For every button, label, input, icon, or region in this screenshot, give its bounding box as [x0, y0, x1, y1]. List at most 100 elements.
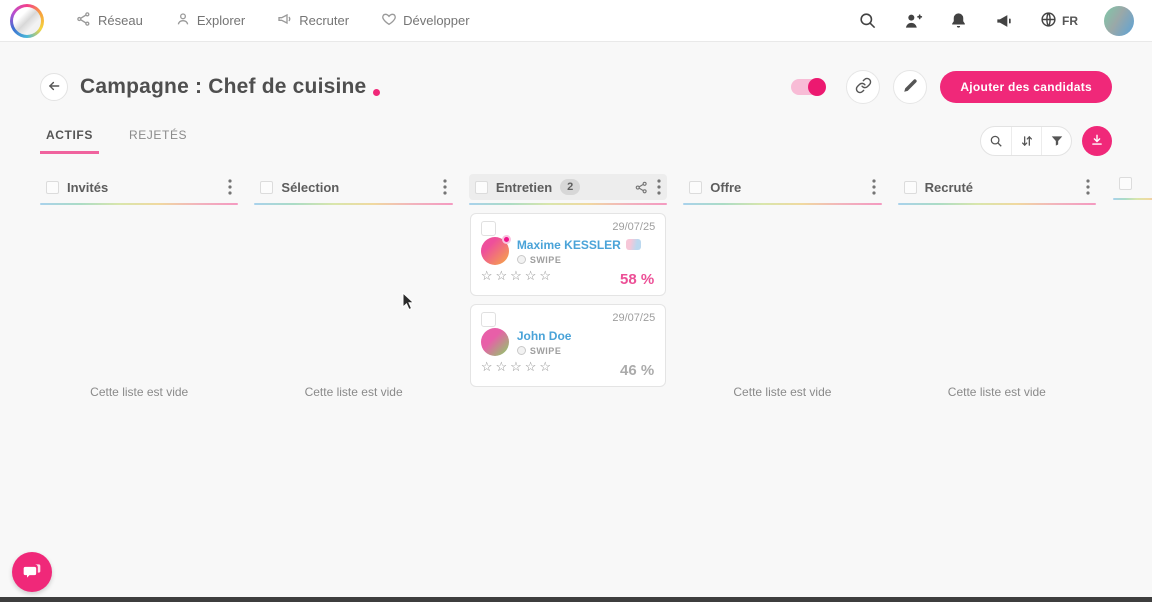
user-avatar[interactable]	[1104, 5, 1134, 36]
campaign-page: Campagne : Chef de cuisine Ajouter des c…	[0, 42, 1152, 399]
chat-widget-button[interactable]	[12, 552, 52, 592]
arrow-left-icon	[47, 79, 61, 96]
source-label: SWIPE	[529, 345, 562, 356]
column-title: Offre	[710, 179, 742, 195]
column-gradient-underline	[683, 203, 882, 205]
card-date: 29/07/25	[612, 221, 656, 233]
column-checkbox[interactable]	[689, 180, 703, 194]
star-rating[interactable]: ☆☆☆☆☆	[480, 359, 555, 374]
page-title: Campagne : Chef de cuisine	[80, 75, 367, 98]
column-checkbox[interactable]	[260, 180, 274, 194]
add-candidates-button[interactable]: Ajouter des candidats	[940, 71, 1112, 103]
candidate-name-link[interactable]: John Doe	[516, 328, 572, 343]
column-menu-icon[interactable]	[228, 179, 233, 195]
column-checkbox[interactable]	[1119, 177, 1132, 190]
heart-icon	[381, 11, 397, 30]
export-download-button[interactable]	[1082, 126, 1112, 156]
board-toolbar	[980, 126, 1072, 156]
column-gradient-underline	[468, 203, 668, 205]
topbar-actions: FR	[858, 5, 1134, 36]
sort-icon[interactable]	[1011, 127, 1041, 155]
tabs-row: ACTIFS REJETÉS	[40, 126, 1112, 156]
column-entretien: Entretien 2 29/0	[468, 174, 668, 399]
tab-actifs[interactable]: ACTIFS	[40, 128, 99, 154]
toggle-knob	[808, 78, 827, 96]
top-navigation-bar: Réseau Explorer Recruter Développer	[0, 0, 1152, 42]
candidate-card[interactable]: 29/07/25 John Doe SWIPE	[469, 304, 667, 387]
star-rating[interactable]: ☆☆☆☆☆	[480, 268, 555, 283]
column-menu-icon[interactable]	[1086, 179, 1090, 195]
column-header: Sélection	[254, 174, 452, 200]
nav-item-developper[interactable]: Développer	[381, 11, 470, 30]
column-menu-icon[interactable]	[657, 179, 661, 195]
announcement-megaphone-icon[interactable]	[994, 11, 1014, 31]
nav-item-reseau[interactable]: Réseau	[76, 11, 143, 30]
source-dot-icon	[516, 346, 526, 355]
share-nodes-icon[interactable]	[634, 180, 649, 195]
column-count-badge: 2	[560, 179, 581, 195]
nav-label: Développer	[403, 13, 470, 28]
status-dot-badge	[501, 235, 511, 244]
filter-icon[interactable]	[1041, 127, 1071, 155]
candidate-avatar[interactable]	[480, 328, 509, 356]
candidate-avatar[interactable]	[480, 235, 511, 265]
column-checkbox[interactable]	[46, 180, 59, 194]
tab-rejetes[interactable]: REJETÉS	[128, 128, 188, 142]
nav-item-explorer[interactable]: Explorer	[175, 11, 245, 30]
column-menu-icon[interactable]	[443, 179, 447, 195]
page-header: Campagne : Chef de cuisine Ajouter des c…	[40, 70, 1112, 104]
card-checkbox[interactable]	[480, 221, 496, 236]
back-button[interactable]	[40, 73, 68, 101]
column-checkbox[interactable]	[474, 180, 488, 194]
pencil-icon	[903, 78, 918, 96]
column-gradient-underline	[1113, 198, 1152, 200]
person-icon	[175, 11, 191, 30]
search-icon[interactable]	[858, 11, 877, 30]
globe-icon	[1040, 11, 1057, 31]
board-tools	[980, 126, 1112, 156]
nav-label: Recruter	[299, 13, 350, 28]
nav-item-recruter[interactable]: Recruter	[277, 11, 349, 30]
megaphone-outline-icon	[277, 11, 293, 30]
source-label: SWIPE	[529, 254, 562, 265]
card-list: 29/07/25 Maxime KESSLER	[469, 213, 667, 387]
source-dot-icon	[516, 255, 526, 264]
bottom-dark-strip	[0, 597, 1152, 602]
notifications-bell-icon[interactable]	[949, 11, 968, 30]
column-title: Sélection	[281, 179, 340, 195]
nav-label: Explorer	[196, 13, 246, 28]
board-search-icon[interactable]	[981, 127, 1011, 155]
candidate-card[interactable]: 29/07/25 Maxime KESSLER	[469, 213, 667, 296]
title-accent-dot	[373, 88, 381, 96]
column-gradient-underline	[40, 203, 239, 205]
column-recrute: Recruté Cette liste est vide	[897, 174, 1097, 399]
column-title: Entretien	[495, 179, 553, 195]
candidate-name-link[interactable]: Maxime KESSLER	[516, 237, 621, 252]
column-title: Recruté	[924, 179, 974, 195]
empty-list-text: Cette liste est vide	[947, 385, 1046, 399]
network-icon	[76, 11, 92, 30]
card-checkbox[interactable]	[480, 312, 496, 327]
download-icon	[1090, 133, 1104, 150]
column-invites: Invités Cette liste est vide	[40, 174, 239, 399]
column-checkbox[interactable]	[903, 180, 917, 194]
card-date: 29/07/25	[612, 312, 656, 324]
nav-label: Réseau	[98, 13, 143, 28]
language-selector[interactable]: FR	[1040, 11, 1078, 31]
empty-list-text: Cette liste est vide	[90, 385, 189, 399]
campaign-active-toggle[interactable]	[791, 78, 827, 96]
column-header: Invités	[40, 174, 238, 200]
column-selection: Sélection Cette liste est vide	[254, 174, 453, 399]
empty-list-text: Cette liste est vide	[733, 385, 832, 399]
column-gradient-underline	[254, 203, 453, 205]
match-score: 46 %	[620, 362, 655, 379]
match-score: 58 %	[620, 271, 655, 288]
column-header: Entretien 2	[468, 174, 668, 200]
column-menu-icon[interactable]	[872, 179, 876, 195]
edit-campaign-button[interactable]	[893, 70, 928, 104]
handshake-icon	[625, 239, 641, 250]
share-link-button[interactable]	[846, 70, 881, 104]
column-gradient-underline	[897, 203, 1097, 205]
add-user-icon[interactable]	[903, 11, 923, 31]
app-logo[interactable]	[10, 3, 44, 38]
